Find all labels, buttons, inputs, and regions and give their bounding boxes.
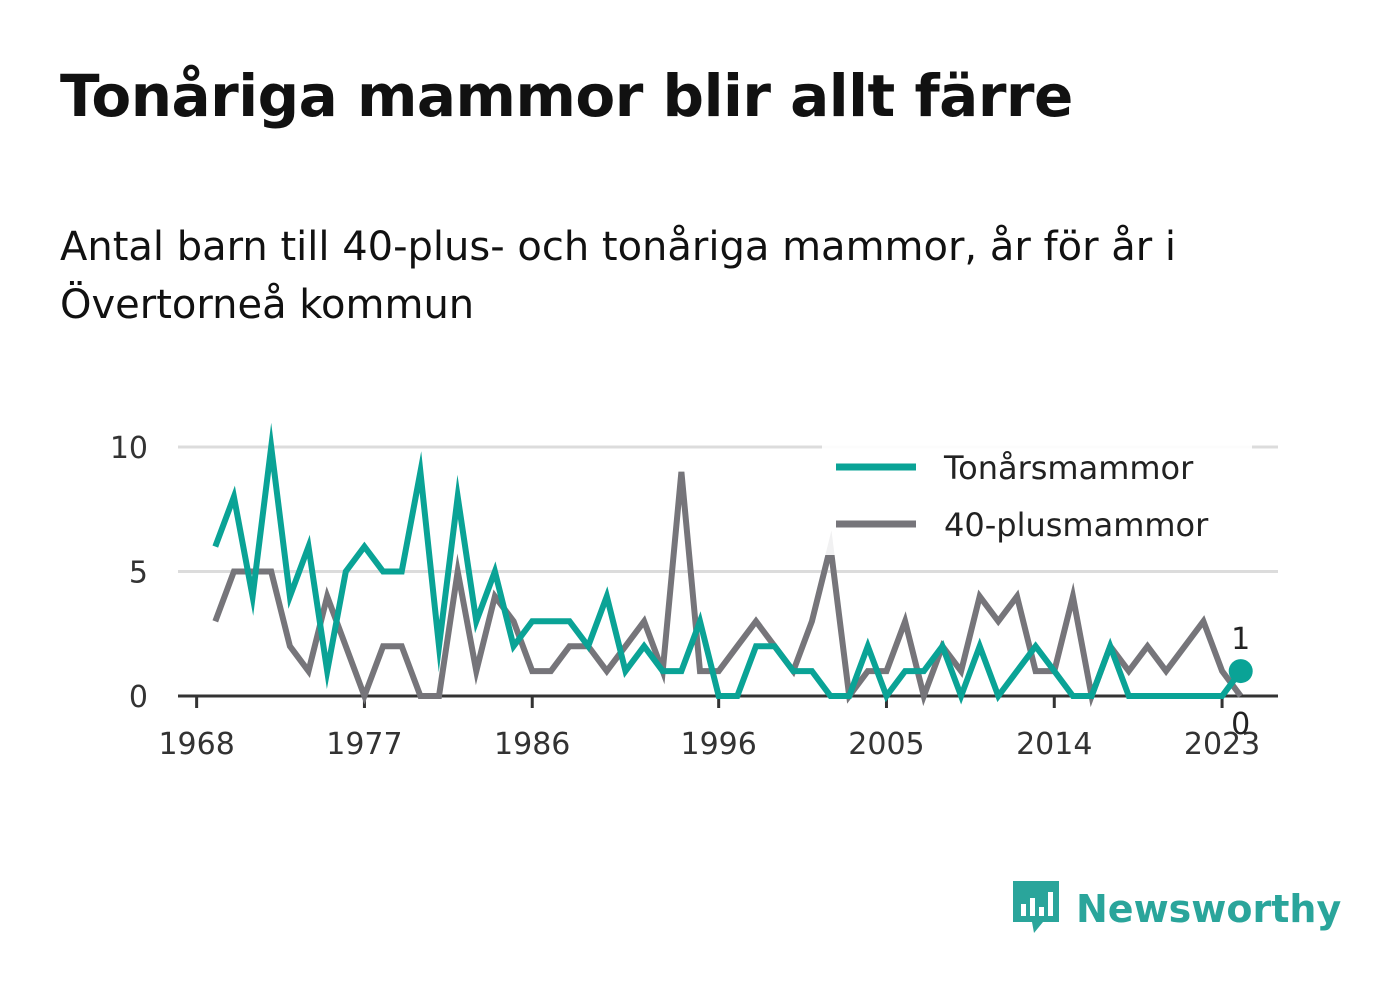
series-line bbox=[212, 422, 1244, 705]
x-tick-label: 1996 bbox=[680, 727, 756, 762]
legend-label: 40-plusmammor bbox=[944, 506, 1209, 544]
gridlines: 0 5 10 bbox=[110, 431, 1278, 715]
legend: Tonårsmammor 40-plusmammor bbox=[822, 443, 1252, 555]
end-label-teenage: 1 bbox=[1231, 622, 1250, 657]
y-tick-label: 0 bbox=[129, 680, 148, 715]
y-tick-label: 5 bbox=[129, 556, 148, 591]
legend-label: Tonårsmammor bbox=[943, 449, 1194, 487]
chart-title: Tonåriga mammor blir allt färre bbox=[60, 62, 1073, 130]
end-labels: 10 bbox=[1228, 622, 1253, 742]
x-tick-label: 1977 bbox=[326, 727, 402, 762]
end-label-40plus: 0 bbox=[1231, 707, 1250, 742]
x-tick-label: 1968 bbox=[158, 727, 234, 762]
x-tick-label: 1986 bbox=[494, 727, 570, 762]
legend-background bbox=[822, 443, 1252, 555]
x-tick-label: 2005 bbox=[848, 727, 924, 762]
x-tick-label: 2014 bbox=[1016, 727, 1092, 762]
chart-subtitle: Antal barn till 40-plus- och tonåriga ma… bbox=[60, 224, 1177, 328]
series-line bbox=[212, 471, 1244, 708]
newsworthy-logo-icon bbox=[1010, 878, 1062, 940]
newsworthy-brand: Newsworthy bbox=[1010, 878, 1341, 940]
y-tick-label: 10 bbox=[110, 431, 148, 466]
end-point-marker bbox=[1228, 659, 1253, 684]
x-axis: 1968 1977 1986 1996 2005 2014 2023 bbox=[158, 694, 1278, 762]
x-tick-label: 2023 bbox=[1184, 727, 1260, 762]
brand-name: Newsworthy bbox=[1076, 887, 1342, 931]
series-lines bbox=[212, 422, 1244, 708]
